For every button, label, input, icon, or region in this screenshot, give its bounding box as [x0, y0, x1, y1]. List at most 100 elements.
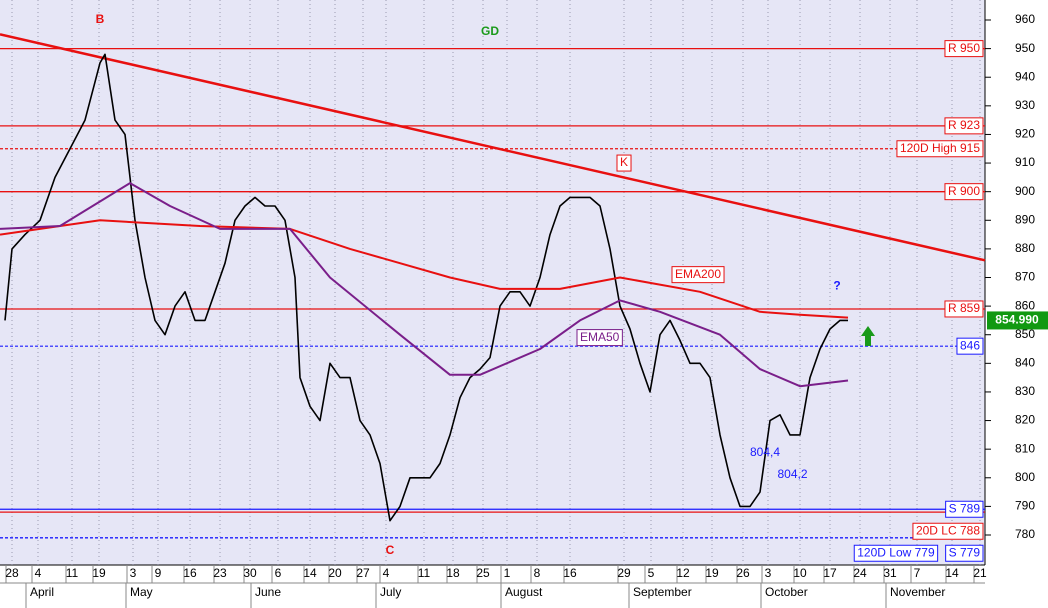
y-tick-label: 890 [1015, 212, 1035, 226]
y-tick-label: 960 [1015, 12, 1035, 26]
x-tick-label: 11 [66, 566, 79, 580]
month-label: August [505, 585, 543, 599]
x-tick-label: 27 [356, 566, 370, 580]
x-tick-label: 17 [823, 566, 837, 580]
level-label: 120D High 915 [896, 140, 984, 158]
level-label-text: 20D LC 788 [916, 523, 980, 537]
level-label-text: R 900 [948, 184, 980, 198]
x-tick-label: 10 [793, 566, 807, 580]
level-label: 20D LC 788 [912, 522, 984, 540]
annotation: ? [833, 278, 840, 292]
x-tick-label: 7 [914, 566, 921, 580]
level-label: R 923 [944, 117, 984, 135]
level-label-box [944, 40, 984, 58]
label-layer: R 950 R 923 120D High 915 R 900 R 859 846 S 78… [96, 12, 984, 562]
x-tick-label: 29 [617, 566, 631, 580]
x-tick-label: 18 [446, 566, 460, 580]
x-tick-label: 23 [213, 566, 227, 580]
y-tick-label: 920 [1015, 127, 1035, 141]
level-label-box [945, 544, 984, 562]
level-label: S 789 [945, 500, 984, 518]
level-label: R 950 [944, 40, 984, 58]
y-tick-label: 930 [1015, 98, 1035, 112]
level-label: R 859 [944, 300, 984, 318]
level-label: S 779 [945, 544, 984, 562]
level-label-text: R 950 [948, 41, 980, 55]
y-tick-label: 810 [1015, 441, 1035, 455]
annotation: EMA50 [576, 329, 623, 347]
y-tick-label: 880 [1015, 241, 1035, 255]
last-value-label: 854.990 [995, 313, 1039, 327]
x-tick-label: 21 [973, 566, 987, 580]
x-tick-label: 5 [648, 566, 655, 580]
annotation: GD [481, 24, 499, 38]
level-label: R 900 [944, 183, 984, 201]
annotation: B [96, 12, 105, 26]
x-tick-label: 3 [765, 566, 772, 580]
month-label: November [890, 585, 945, 599]
series-layer [0, 33, 986, 522]
annotation-text: EMA50 [580, 330, 620, 344]
x-tick-label: 8 [534, 566, 541, 580]
y-tick-label: 870 [1015, 270, 1035, 284]
x-tick-label: 16 [183, 566, 197, 580]
x-tick-label: 24 [853, 566, 867, 580]
y-tick-label: 910 [1015, 155, 1035, 169]
annotation-box [616, 154, 632, 172]
annotation-text: 804,2 [777, 467, 807, 481]
level-label-text: R 923 [948, 118, 980, 132]
x-tick-label: 19 [705, 566, 719, 580]
annotation-text: EMA200 [675, 267, 721, 281]
trendline [0, 33, 986, 262]
y-tick-label: 850 [1015, 327, 1035, 341]
annotation-text: B [96, 12, 105, 26]
x-tick-label: 30 [243, 566, 257, 580]
annotation-text: 804,4 [750, 445, 780, 459]
annotation-text: GD [481, 24, 499, 38]
x-tick-label: 20 [328, 566, 342, 580]
annotation: K [616, 154, 632, 172]
level-label-box [896, 140, 984, 158]
month-label: July [380, 585, 401, 599]
x-tick-label: 14 [303, 566, 317, 580]
x-tick-label: 3 [130, 566, 137, 580]
month-label: April [30, 585, 54, 599]
level-label-box [912, 522, 984, 540]
y-tick-label: 830 [1015, 384, 1035, 398]
series-line [0, 219, 849, 319]
last-value-box [987, 311, 1048, 330]
y-tick-label: 950 [1015, 41, 1035, 55]
month-label: May [130, 585, 153, 599]
x-tick-label: 16 [563, 566, 577, 580]
level-label-box [944, 183, 984, 201]
month-label: October [765, 585, 808, 599]
x-tick-label: 28 [5, 566, 19, 580]
x-tick-label: 11 [418, 566, 431, 580]
y-tick-label: 790 [1015, 499, 1035, 513]
y-tick-label: 940 [1015, 69, 1035, 83]
level-label-text: 120D Low 779 [857, 545, 935, 559]
level-label-text: S 779 [949, 545, 981, 559]
annotation-text: K [620, 155, 628, 169]
x-tick-label: 31 [883, 566, 897, 580]
levels-layer [0, 47, 985, 539]
x-tick-label: 14 [945, 566, 959, 580]
annotation-text: C [386, 543, 395, 557]
series-line [0, 182, 849, 388]
x-tick-label: 1 [504, 566, 511, 580]
x-tick-label: 9 [155, 566, 162, 580]
level-label: 846 [956, 337, 984, 355]
level-label-box [956, 337, 984, 355]
plot-background [0, 0, 985, 565]
annotation: C [386, 543, 395, 557]
y-tick-label: 900 [1015, 184, 1035, 198]
level-label-text: 120D High 915 [900, 141, 980, 155]
level-label-box [945, 500, 984, 518]
x-tick-label: 6 [275, 566, 282, 580]
annotation: 804,4 [750, 445, 780, 459]
x-tick-label: 12 [676, 566, 690, 580]
x-tick-label: 4 [383, 566, 390, 580]
y-tick-label: 800 [1015, 470, 1035, 484]
